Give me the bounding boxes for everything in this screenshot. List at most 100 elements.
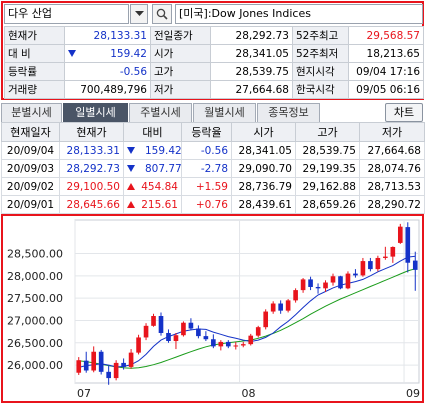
row-rate: -0.56 (181, 141, 232, 160)
row-change: 159.42 (123, 141, 182, 160)
candle-body (278, 303, 283, 311)
row-low: 28,290.72 (359, 195, 425, 214)
chevron-down-icon (134, 11, 144, 16)
low-label: 저가 (150, 80, 211, 99)
row-open: 28,341.05 (231, 141, 296, 160)
tab-daily[interactable]: 일별시세 (63, 103, 128, 122)
candle-body (323, 282, 328, 289)
search-input[interactable]: 다우 산업 (4, 4, 129, 24)
y-tick-label: 28,500.00 (7, 247, 63, 260)
tab-minute[interactable]: 분별시세 (1, 103, 62, 122)
y-tick-label: 27,500.00 (7, 292, 63, 305)
candle-body (338, 276, 343, 289)
chart-panel[interactable]: 28,500.00 28,000.00 27,500.00 27,000.00 26,5… (1, 214, 424, 403)
prev-close-label: 전일종가 (150, 26, 211, 45)
candle-body (315, 286, 321, 289)
daily-price-table: 현재일자 현재가 대비 등락율 시가 고가 저가 20/09/04 28,133… (1, 122, 425, 214)
candle-body (405, 227, 411, 263)
candle-body (285, 300, 291, 311)
rate-label: 등락률 (4, 62, 65, 81)
candle-body (203, 336, 209, 340)
y-tick-label: 28,000.00 (7, 270, 63, 283)
row-low: 28,713.53 (359, 177, 425, 196)
candle-body (345, 273, 351, 289)
x-tick-label: 08 (242, 387, 256, 400)
korea-time-value: 09/05 06:16 (348, 80, 424, 99)
col-header-high: 고가 (295, 122, 360, 142)
candle-body (225, 341, 231, 347)
table-row[interactable]: 20/09/01 28,645.66 215.61 +0.76 28,439.6… (1, 195, 425, 214)
candle-body (218, 341, 224, 347)
row-price: 28,133.31 (59, 141, 124, 160)
open-value: 28,341.05 (210, 44, 293, 63)
chart-button[interactable]: 차트 (385, 103, 423, 122)
row-date: 20/09/02 (1, 177, 60, 196)
52w-high-value: 29,568.57 (348, 26, 424, 45)
current-price-label: 현재가 (4, 26, 65, 45)
row-rate: +1.59 (181, 177, 232, 196)
prev-close-value: 28,292.73 (210, 26, 293, 45)
candle-body (353, 273, 358, 276)
candle-body (308, 279, 313, 287)
candle-body (248, 335, 254, 345)
row-change: 807.77 (123, 159, 182, 178)
candle-body (240, 344, 246, 346)
row-low: 27,664.68 (359, 141, 425, 160)
rate-value: -0.56 (64, 62, 151, 81)
row-change: 215.61 (123, 195, 182, 214)
candle-body (76, 360, 82, 373)
row-open: 29,090.70 (231, 159, 296, 178)
row-price: 29,100.50 (59, 177, 124, 196)
dropdown-button[interactable] (130, 4, 148, 24)
tab-stock-info[interactable]: 종목정보 (257, 103, 320, 122)
candle-body (158, 316, 164, 333)
row-high: 29,199.35 (295, 159, 360, 178)
row-date: 20/09/01 (1, 195, 60, 214)
candle-body (106, 371, 111, 379)
candle-body (98, 351, 104, 372)
candlestick-chart[interactable]: 28,500.00 28,000.00 27,500.00 27,000.00 26,5… (3, 216, 422, 401)
row-high: 28,659.26 (295, 195, 360, 214)
down-arrow-icon (127, 147, 135, 154)
row-price: 28,292.73 (59, 159, 124, 178)
table-row[interactable]: 20/09/02 29,100.50 454.84 +1.59 28,736.7… (1, 177, 425, 196)
candle-body (151, 316, 156, 326)
search-button[interactable] (152, 4, 172, 24)
ma-short-line (78, 255, 416, 368)
candle-body (83, 360, 89, 371)
korea-time-label: 한국시각 (292, 80, 349, 99)
row-low: 28,074.76 (359, 159, 425, 178)
52w-high-label: 52주최고 (292, 26, 349, 45)
change-value: 159.42 (64, 44, 151, 63)
tab-weekly[interactable]: 주별시세 (129, 103, 192, 122)
tab-monthly[interactable]: 월별시세 (193, 103, 256, 122)
x-tick-label: 09 (406, 387, 420, 400)
candle-body (196, 328, 201, 337)
row-open: 28,736.79 (231, 177, 296, 196)
52w-low-value: 18,213.65 (348, 44, 424, 63)
row-rate: +0.76 (181, 195, 232, 214)
volume-label: 거래량 (4, 80, 65, 99)
y-tick-label: 26,000.00 (7, 359, 63, 372)
quote-table: 현재가 28,133.31 전일종가 28,292.73 52주최고 29,56… (4, 26, 424, 99)
candle-body (270, 303, 276, 312)
candle-body (383, 256, 388, 258)
candle-body (360, 261, 366, 276)
candle-body (390, 246, 396, 257)
y-tick-label: 27,000.00 (7, 314, 63, 327)
x-tick-label: 07 (77, 387, 91, 400)
candle-body (397, 226, 403, 243)
stock-name: [미국]:Dow Jones Indices (175, 4, 423, 24)
52w-low-label: 52주최저 (292, 44, 349, 63)
local-time-label: 현지시각 (292, 62, 349, 81)
search-icon (156, 8, 168, 20)
low-value: 27,664.68 (210, 80, 293, 99)
change-label: 대 비 (4, 44, 65, 63)
table-row[interactable]: 20/09/04 28,133.31 159.42 -0.56 28,341.0… (1, 141, 425, 160)
candle-body (293, 290, 298, 301)
row-date: 20/09/03 (1, 159, 60, 178)
table-row[interactable]: 20/09/03 28,292.73 807.77 -2.78 29,090.7… (1, 159, 425, 178)
col-header-open: 시가 (231, 122, 296, 142)
row-change-amount: 215.61 (141, 198, 178, 211)
candle-body (330, 276, 336, 283)
